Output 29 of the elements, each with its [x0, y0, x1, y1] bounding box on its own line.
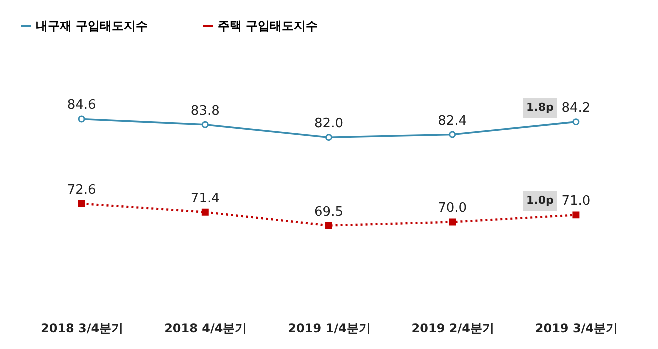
point [572, 212, 580, 219]
data-label: 82.4 [438, 114, 468, 129]
point [449, 131, 456, 138]
point [202, 208, 209, 216]
point [449, 218, 456, 226]
point [78, 116, 86, 123]
data-label: 71.0 [562, 194, 591, 210]
data-label: 72.6 [67, 182, 96, 198]
x-tick-label: 2019 3/4분기 [535, 322, 618, 336]
x-tick-label: 2018 3/4분기 [40, 322, 124, 336]
x-tick-label: 2018 4/4분기 [164, 322, 248, 336]
point [572, 118, 580, 126]
point [202, 121, 209, 128]
legend-label: 주택 구입태도지수 [218, 19, 318, 33]
data-label: 70.0 [438, 201, 468, 216]
point [78, 200, 86, 208]
text: 1.8p [526, 101, 554, 114]
annotation: 1.0p [526, 194, 554, 208]
legend-label: 내구재 구입태도지수 [36, 19, 148, 33]
point [326, 222, 332, 230]
data-label: 84.2 [562, 101, 591, 116]
x-tick-label: 2019 1/4분기 [288, 322, 371, 336]
data-label: 84.6 [67, 98, 96, 114]
data-label: 69.5 [314, 204, 344, 220]
point [326, 134, 332, 142]
data-label: 71.4 [190, 191, 220, 206]
x-tick-label: 2019 2/4분기 [412, 322, 494, 336]
data-label: 82.0 [314, 116, 344, 132]
data-label: 83.8 [190, 104, 220, 119]
